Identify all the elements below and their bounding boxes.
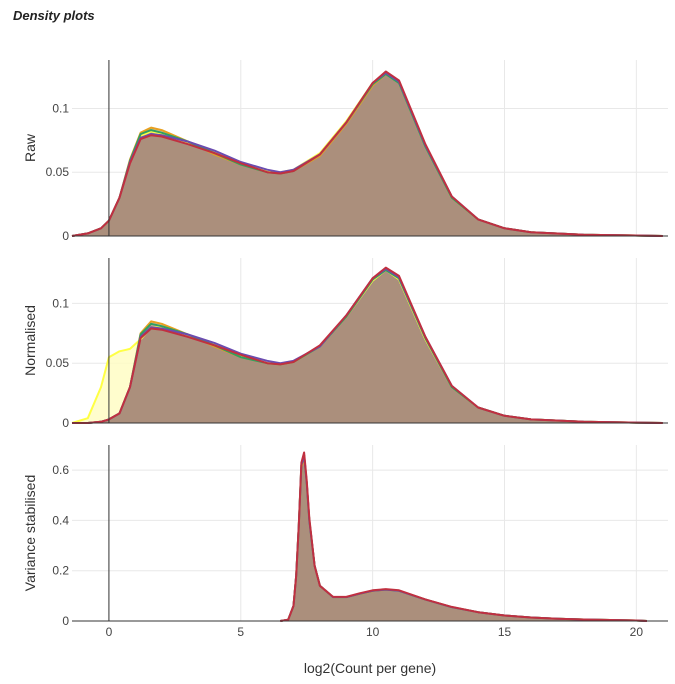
y-tick-label: 0.4 xyxy=(52,513,69,527)
series-line xyxy=(71,70,663,237)
y-axis-label: Normalised xyxy=(22,305,38,376)
series-area xyxy=(280,452,647,621)
y-tick-label: 0 xyxy=(62,229,69,243)
chart-title: Density plots xyxy=(13,8,95,23)
x-tick-label: 20 xyxy=(630,625,644,639)
series-area xyxy=(72,71,663,236)
x-tick-label: 15 xyxy=(498,625,512,639)
series-line xyxy=(280,451,647,622)
panel-variance-stabilised: 0 0.2 0.4 0.6 Variance stabilised xyxy=(22,445,668,628)
y-tick-label: 0.05 xyxy=(46,165,70,179)
x-axis: 0 5 10 15 20 xyxy=(106,625,644,639)
y-tick-label: 0 xyxy=(62,614,69,628)
y-axis-label: Variance stabilised xyxy=(22,475,38,591)
y-tick-label: 0.1 xyxy=(52,296,69,310)
y-tick-label: 0 xyxy=(62,416,69,430)
y-axis-label: Raw xyxy=(22,133,38,162)
x-tick-label: 0 xyxy=(106,625,113,639)
series-area xyxy=(72,267,663,423)
x-tick-label: 5 xyxy=(237,625,244,639)
series-line xyxy=(72,266,663,424)
y-tick-label: 0.6 xyxy=(52,463,69,477)
y-tick-label: 0.05 xyxy=(46,356,70,370)
x-tick-label: 10 xyxy=(366,625,380,639)
panel-raw: 0 0.05 0.1 Raw xyxy=(22,60,668,243)
y-tick-label: 0.2 xyxy=(52,564,69,578)
panel-normalised: 0 0.05 0.1 Normalised xyxy=(22,258,668,430)
y-tick-label: 0.1 xyxy=(52,101,69,115)
x-axis-label: log2(Count per gene) xyxy=(304,660,436,676)
